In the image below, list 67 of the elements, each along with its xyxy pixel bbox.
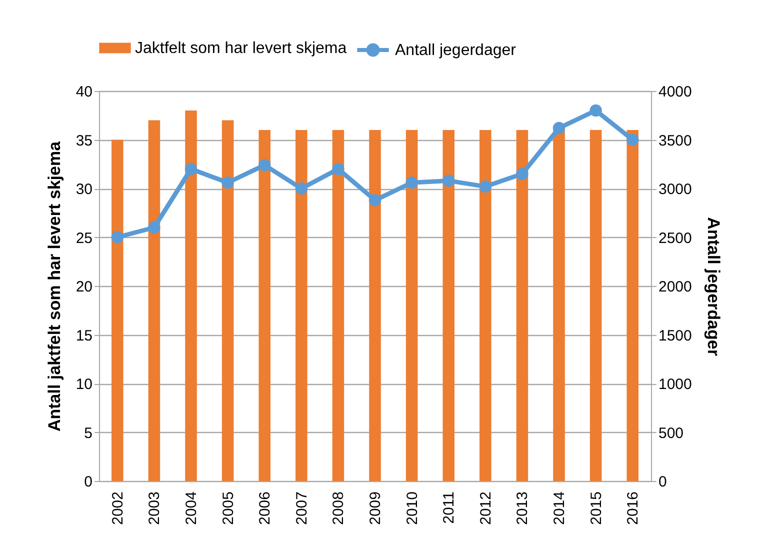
point [222,176,234,189]
point [442,174,455,187]
y-tick-label: 5 [84,424,92,442]
point [406,176,418,189]
bar [406,130,418,481]
y2-tick-label: 4000 [658,84,692,100]
point [258,158,271,172]
y-tick-label: 30 [76,181,92,198]
y-tick-label: 20 [76,278,92,296]
y2-axis-title: Antall jegerdager [704,217,723,356]
y-axis-title: Antall jaktfelt som har levert skjema [44,140,64,432]
y-tick-label: 40 [76,84,92,100]
point [552,122,566,134]
point [479,180,492,193]
point [368,194,382,206]
x-tick-label: 2009 [367,492,384,525]
point [184,162,198,176]
y-tick-label: 35 [76,132,92,150]
bar [222,120,234,481]
x-tick-label: 2015 [588,492,605,525]
legend-label: Antall jegerdager [395,42,517,59]
point [148,221,160,234]
y-tick-label: 25 [76,230,92,247]
x-tick-label: 2007 [293,492,310,525]
y2-tick-label: 2500 [658,230,692,247]
bar [369,130,381,481]
x-tick-label: 2014 [551,492,568,525]
x-tick-label: 2005 [220,492,237,525]
point [332,162,344,176]
point [590,104,602,117]
bar [296,130,308,481]
x-tick-label: 2002 [109,492,126,525]
y-tick-label: 15 [76,327,92,344]
bar [148,120,160,481]
point [111,231,124,244]
legend-label: Jaktfelt som har levert skjema [135,40,347,57]
point [295,182,308,195]
bar [258,130,270,481]
x-tick-label: 2012 [477,492,494,525]
bar [332,130,344,481]
y-tick-label: 10 [76,376,92,393]
y2-tick-label: 1500 [658,327,692,344]
bar [626,130,638,481]
bar [553,130,565,481]
bar [516,130,528,481]
x-tick-label: 2008 [330,492,348,525]
point [516,168,528,180]
y-tick-label: 0 [84,474,92,490]
bar [112,140,124,481]
bar [185,110,197,481]
x-tick-label: 2004 [183,492,200,525]
y2-tick-label: 3500 [658,132,692,150]
y2-tick-label: 3000 [658,181,692,198]
point [626,134,639,146]
y2-tick-label: 500 [658,424,684,442]
bar [590,130,602,481]
x-tick-label: 2006 [256,492,274,525]
y2-tick-label: 0 [658,474,667,490]
x-tick-label: 2013 [514,492,532,525]
bar [480,130,492,481]
x-tick-label: 2010 [404,492,421,525]
bar [442,130,454,481]
y2-tick-label: 2000 [658,278,692,296]
x-tick-label: 2011 [440,492,458,524]
x-tick-label: 2003 [146,492,164,525]
x-tick-label: 2016 [624,492,642,525]
y2-tick-label: 1000 [658,376,692,393]
